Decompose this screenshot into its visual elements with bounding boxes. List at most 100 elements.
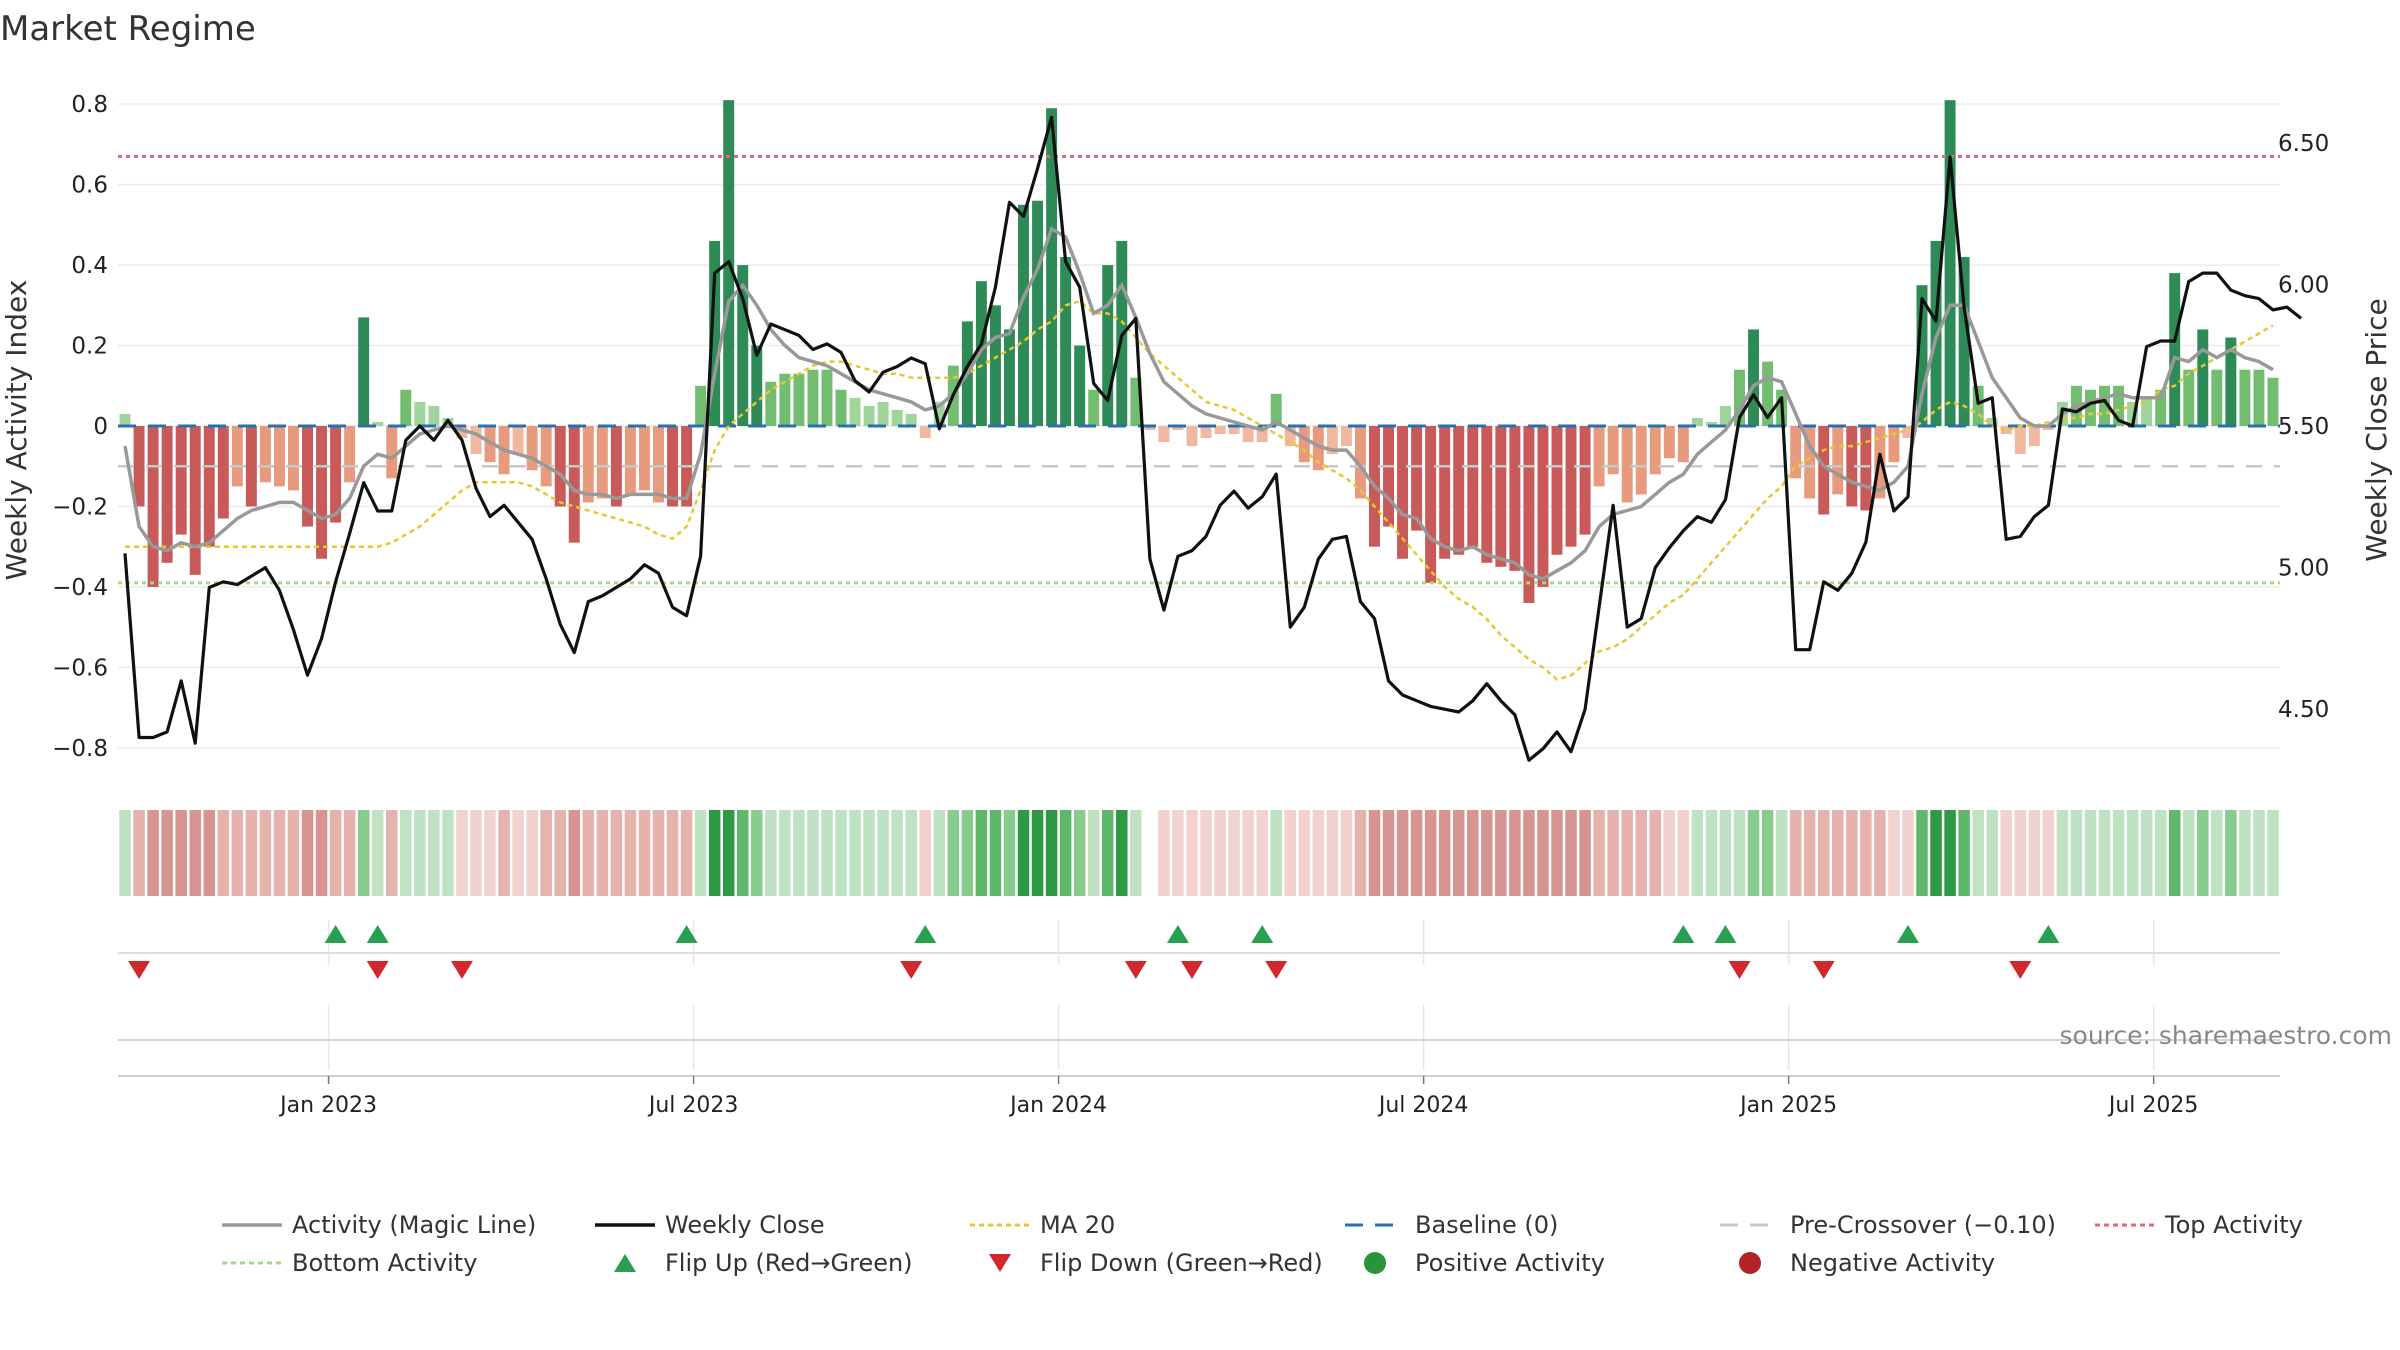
- regime-cell: [414, 810, 426, 896]
- activity-bar: [119, 413, 131, 426]
- regime-cell: [1059, 810, 1072, 896]
- flip-up-marker: [675, 925, 698, 943]
- activity-bar: [1060, 257, 1072, 426]
- activity-bar: [653, 426, 664, 503]
- regime-cell: [357, 810, 370, 896]
- activity-bar: [1340, 426, 1352, 447]
- flip-up-marker: [324, 925, 347, 943]
- regime-cell: [1775, 810, 1788, 896]
- activity-bar: [2141, 397, 2153, 426]
- regime-cell: [708, 810, 721, 896]
- regime-cell: [610, 810, 623, 896]
- y-right-tick-label: 6.50: [2278, 131, 2329, 157]
- regime-cell: [512, 810, 524, 896]
- x-axis: Jan 2023 Jul 2023 Jan 2024 Jul 2024 Jan 2025…: [118, 1039, 2280, 1118]
- regime-cell: [1242, 810, 1254, 896]
- regime-cell: [1551, 810, 1563, 896]
- activity-bar: [1495, 426, 1507, 567]
- regime-cell: [1410, 810, 1423, 896]
- regime-cell: [371, 810, 384, 896]
- regime-cell: [133, 810, 145, 896]
- regime-cell: [1888, 810, 1900, 896]
- flip-down-marker: [1728, 961, 1751, 979]
- regime-cell: [273, 810, 286, 896]
- regime-cell: [1747, 810, 1760, 896]
- legend-label: Weekly Close: [665, 1211, 825, 1239]
- activity-bar: [1144, 426, 1156, 431]
- activity-bar: [1200, 426, 1212, 439]
- activity-bar: [133, 426, 145, 507]
- activity-bar: [1312, 426, 1324, 471]
- activity-bar: [2127, 401, 2139, 426]
- activity-bar: [638, 426, 650, 491]
- regime-cell: [2182, 810, 2195, 896]
- activity-bar: [273, 426, 285, 487]
- regime-cell: [1593, 810, 1605, 896]
- regime-cell: [1944, 810, 1956, 896]
- activity-bar: [1649, 426, 1661, 475]
- activity-bar: [821, 369, 833, 426]
- regime-cell: [175, 810, 187, 896]
- regime-cell: [2126, 810, 2139, 896]
- legend-label: Positive Activity: [1415, 1249, 1605, 1277]
- activity-bar: [1804, 426, 1816, 499]
- regime-cell: [2197, 810, 2209, 896]
- y-left-tick-label: −0.6: [52, 655, 108, 681]
- regime-cell: [1705, 810, 1718, 896]
- activity-bar: [835, 389, 847, 426]
- activity-bar: [1214, 426, 1226, 435]
- regime-cell: [1003, 810, 1016, 896]
- regime-cell: [1621, 810, 1633, 896]
- regime-cell: [1340, 810, 1353, 896]
- flip-up-marker: [1714, 925, 1737, 943]
- magic-line: [123, 226, 2274, 581]
- regime-cell: [989, 810, 1002, 896]
- activity-bar: [217, 426, 229, 519]
- activity-bar: [1593, 426, 1605, 487]
- regime-cell: [680, 810, 693, 896]
- regime-cell: [315, 810, 328, 896]
- regime-cell: [1691, 810, 1704, 896]
- regime-cell: [2253, 810, 2265, 896]
- activity-bar: [302, 426, 314, 527]
- activity-bar: [863, 405, 875, 426]
- activity-bar: [1902, 426, 1914, 439]
- legend-label: Flip Down (Green→Red): [1040, 1249, 1323, 1277]
- regime-cell: [203, 810, 216, 896]
- regime-cell: [596, 810, 609, 896]
- regime-cell: [933, 810, 946, 896]
- regime-cell: [1803, 810, 1816, 896]
- activity-bar: [1677, 426, 1689, 463]
- axis-ticks: 0.8 0.6 0.4 0.2 0 −0.2 −0.4 −0.6 −0.8 6.50 6.00 5.5…: [52, 92, 2329, 762]
- regime-cell: [919, 810, 931, 896]
- legend-item: Weekly Close: [595, 1211, 825, 1239]
- regime-cell: [1284, 810, 1297, 896]
- regime-cell: [329, 810, 342, 896]
- regime-cell: [1649, 810, 1662, 896]
- regime-cell: [428, 810, 440, 896]
- activity-bar: [1565, 426, 1577, 547]
- flip-down-marker: [450, 961, 473, 979]
- activity-bar: [372, 421, 384, 426]
- y-right-tick-label: 4.50: [2278, 697, 2329, 723]
- regime-cell: [835, 810, 847, 896]
- regime-cell: [119, 810, 131, 896]
- activity-bar: [624, 426, 636, 495]
- legend-swatch: [1739, 1252, 1761, 1274]
- regime-cell: [231, 810, 244, 896]
- activity-bar: [386, 426, 398, 479]
- activity-bar: [330, 426, 342, 523]
- regime-cell: [1186, 810, 1198, 896]
- regime-cell: [1200, 810, 1212, 896]
- x-tick-label: Jan 2023: [278, 1093, 377, 1118]
- grid-lines: [118, 103, 2280, 1070]
- flip-down-marker: [2009, 961, 2032, 979]
- activity-bar: [891, 409, 903, 426]
- activity-bar: [709, 240, 721, 426]
- activity-bar: [470, 426, 482, 455]
- regime-cell: [2084, 810, 2097, 896]
- activity-bar: [147, 426, 159, 587]
- legend-label: Flip Up (Red→Green): [665, 1249, 913, 1277]
- y-left-tick-label: 0.2: [71, 334, 108, 360]
